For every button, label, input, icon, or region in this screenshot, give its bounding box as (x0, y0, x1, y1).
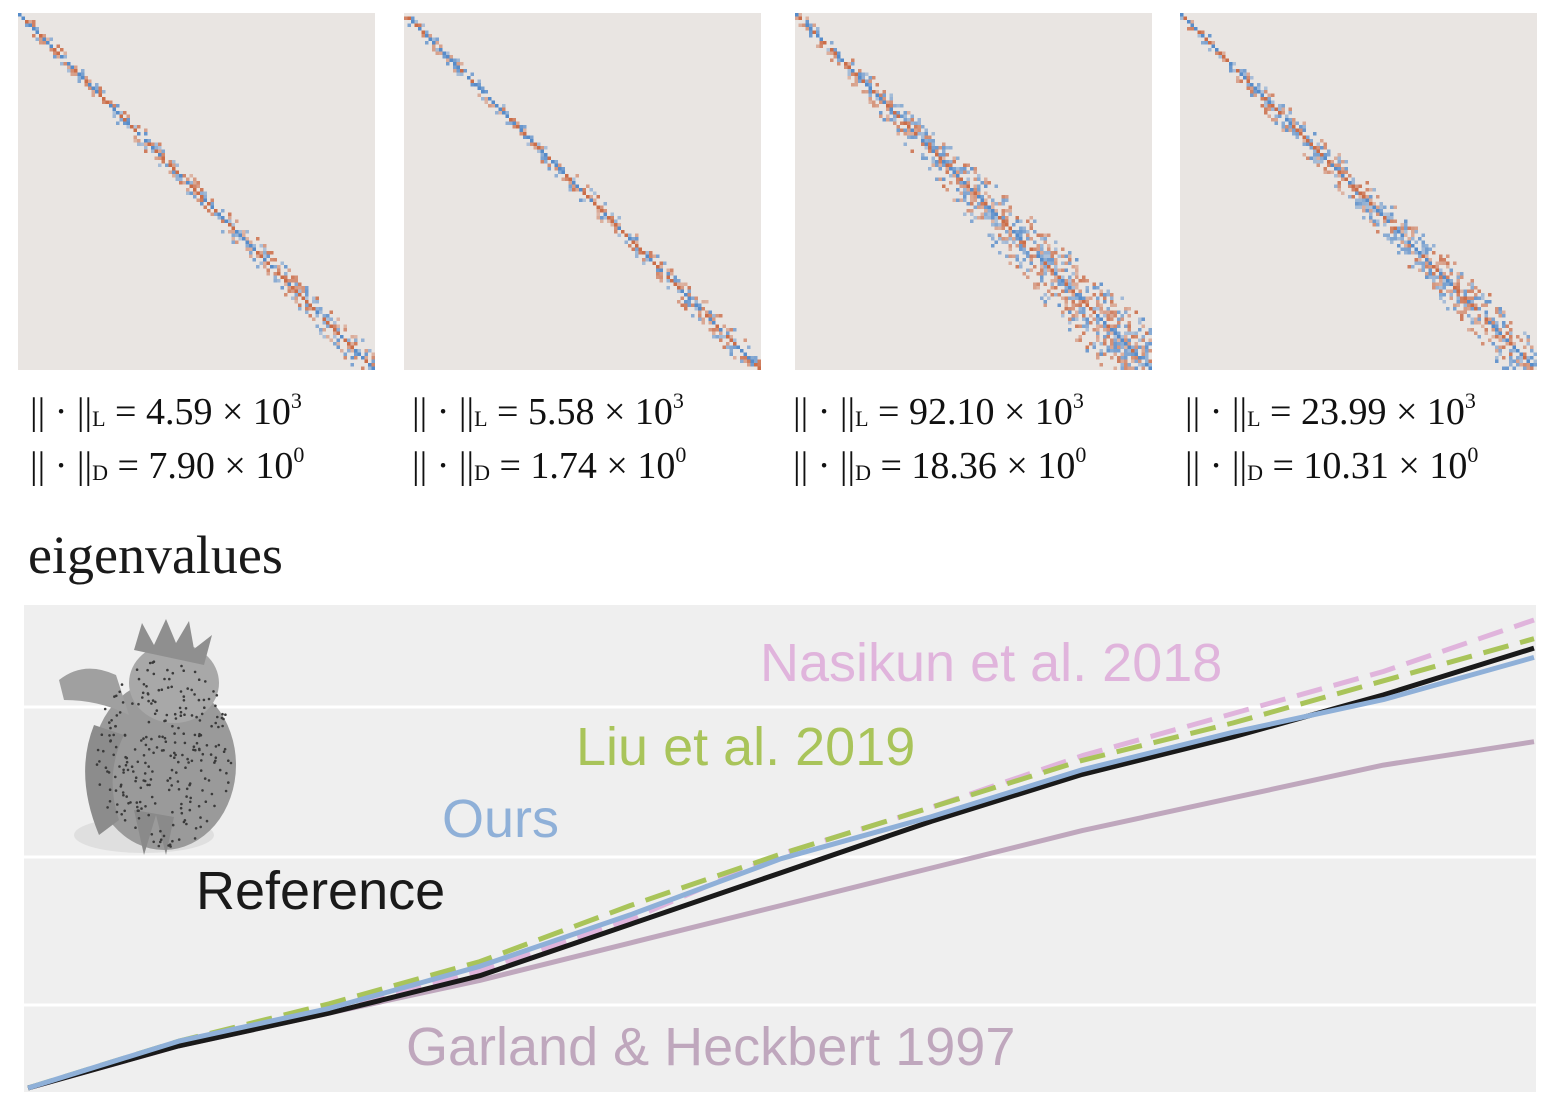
series-labels: Nasikun et al. 2018 Liu et al. 2019 Ours Re… (196, 633, 1222, 1077)
series-label: Liu et al. 2019 (576, 717, 915, 777)
norm-L-2: || · ||L = 5.58 × 103 (412, 388, 684, 433)
matrix-panel-1 (18, 13, 375, 370)
norm-D-1: || · ||D = 7.90 × 100 (30, 442, 305, 487)
norm-D-3: || · ||D = 18.36 × 100 (793, 442, 1087, 487)
series-label: Garland & Heckbert 1997 (406, 1017, 1015, 1077)
norm-D-2: || · ||D = 1.74 × 100 (412, 442, 687, 487)
series-label: Ours (442, 789, 559, 849)
norm-L-1: || · ||L = 4.59 × 103 (30, 388, 302, 433)
series-lines (27, 617, 1535, 1091)
series-line (27, 654, 1535, 1091)
matrix-panel-3 (795, 13, 1152, 370)
matrix-panel-4 (1180, 13, 1537, 370)
norm-D-4: || · ||D = 10.31 × 100 (1185, 442, 1479, 487)
matrix-heatmap (18, 13, 375, 370)
series-label: Reference (196, 861, 445, 921)
error-matrix-panels: || · ||L = 4.59 × 103 || · ||D = 7.90 × … (0, 0, 1561, 500)
norm-L-3: || · ||L = 92.10 × 103 (793, 388, 1084, 433)
matrix-heatmap (404, 13, 761, 370)
chart-title: eigenvalues (28, 525, 283, 585)
series-line (27, 617, 1535, 1091)
background-bands (24, 605, 1536, 1092)
dragon-mesh-icon (59, 619, 236, 855)
norm-L-4: || · ||L = 23.99 × 103 (1185, 388, 1476, 433)
series-line (27, 636, 1535, 1091)
matrix-heatmap (1180, 13, 1537, 370)
eigenvalue-line-chart: Nasikun et al. 2018 Liu et al. 2019 Ours Re… (24, 605, 1536, 1092)
series-label: Nasikun et al. 2018 (760, 633, 1222, 693)
matrix-panel-2 (404, 13, 761, 370)
matrix-heatmap (795, 13, 1152, 370)
